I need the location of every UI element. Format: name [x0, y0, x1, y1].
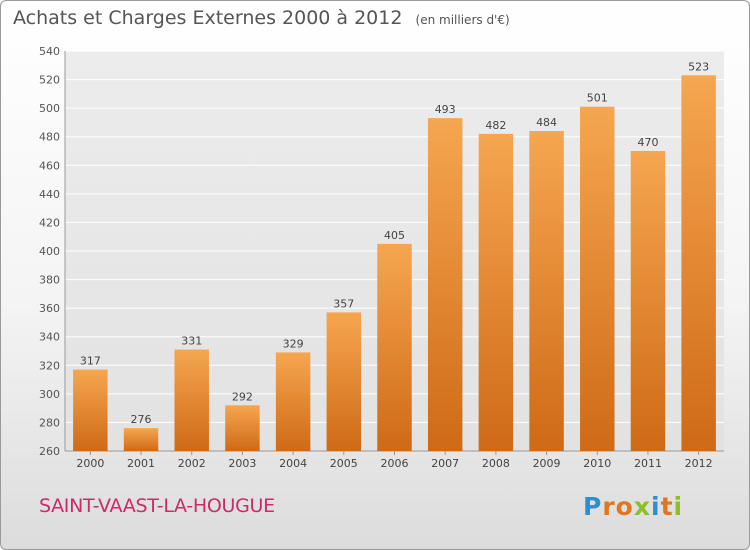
bar [174, 349, 209, 451]
bar-value-label: 493 [435, 103, 456, 116]
x-tick-label: 2004 [279, 457, 307, 470]
bar-value-label: 357 [333, 297, 354, 310]
x-tick-label: 2005 [330, 457, 358, 470]
bar-value-label: 292 [232, 390, 253, 403]
chart-unit-label: (en milliers d'€) [415, 13, 510, 27]
bar-value-label: 405 [384, 229, 405, 242]
x-tick-label: 2007 [431, 457, 459, 470]
y-tick-label: 360 [39, 302, 60, 315]
logo-letter: r [602, 492, 616, 521]
bar-value-label: 523 [688, 60, 709, 73]
logo-letter: P [583, 492, 603, 521]
y-tick-label: 380 [39, 274, 60, 287]
location-name: SAINT-VAAST-LA-HOUGUE [39, 495, 275, 517]
bar [580, 106, 615, 451]
bar-value-label: 317 [80, 355, 101, 368]
y-tick-label: 420 [39, 216, 60, 229]
bar [73, 369, 108, 451]
bar [529, 131, 564, 451]
x-tick-label: 2008 [482, 457, 510, 470]
x-tick-label: 2002 [178, 457, 206, 470]
bar-value-label: 482 [485, 119, 506, 132]
chart-title: Achats et Charges Externes 2000 à 2012 [13, 7, 403, 29]
y-tick-label: 480 [39, 131, 60, 144]
logo-letter: o [615, 492, 634, 521]
bar [326, 312, 362, 451]
chart-title-row: Achats et Charges Externes 2000 à 2012 (… [13, 7, 510, 29]
y-tick-label: 400 [39, 245, 60, 258]
y-tick-label: 500 [39, 102, 60, 115]
y-tick-label: 300 [39, 388, 60, 401]
bar-value-label: 329 [283, 337, 304, 350]
bar-value-label: 470 [637, 136, 658, 149]
y-tick-label: 460 [39, 159, 60, 172]
bar [225, 405, 260, 451]
x-tick-label: 2006 [381, 457, 409, 470]
logo-letter: i [673, 492, 684, 521]
logo-letter: i [651, 492, 661, 521]
logo-letter: x [633, 492, 651, 521]
bar [427, 118, 463, 452]
bar-value-label: 484 [536, 116, 557, 129]
bar [630, 151, 666, 451]
bar [478, 133, 514, 451]
bar-value-label: 501 [587, 92, 608, 105]
y-tick-label: 280 [39, 416, 60, 429]
bar-value-label: 331 [181, 335, 202, 348]
x-tick-label: 2001 [127, 457, 155, 470]
x-tick-label: 2010 [583, 457, 611, 470]
x-tick-label: 2012 [685, 457, 713, 470]
bar [275, 352, 311, 451]
x-tick-label: 2000 [76, 457, 104, 470]
proxiti-logo: Proxiti [583, 492, 683, 521]
bar [123, 428, 159, 451]
y-tick-label: 540 [39, 45, 60, 58]
bar [681, 75, 716, 452]
bar-value-label: 276 [131, 413, 152, 426]
y-tick-label: 320 [39, 359, 60, 372]
bar [377, 243, 412, 451]
logo-letter: t [660, 492, 674, 521]
y-tick-label: 440 [39, 188, 60, 201]
y-tick-label: 340 [39, 331, 60, 344]
x-tick-label: 2011 [634, 457, 662, 470]
x-tick-label: 2003 [228, 457, 256, 470]
y-tick-label: 520 [39, 74, 60, 87]
y-tick-label: 260 [39, 445, 60, 458]
x-tick-label: 2009 [533, 457, 561, 470]
